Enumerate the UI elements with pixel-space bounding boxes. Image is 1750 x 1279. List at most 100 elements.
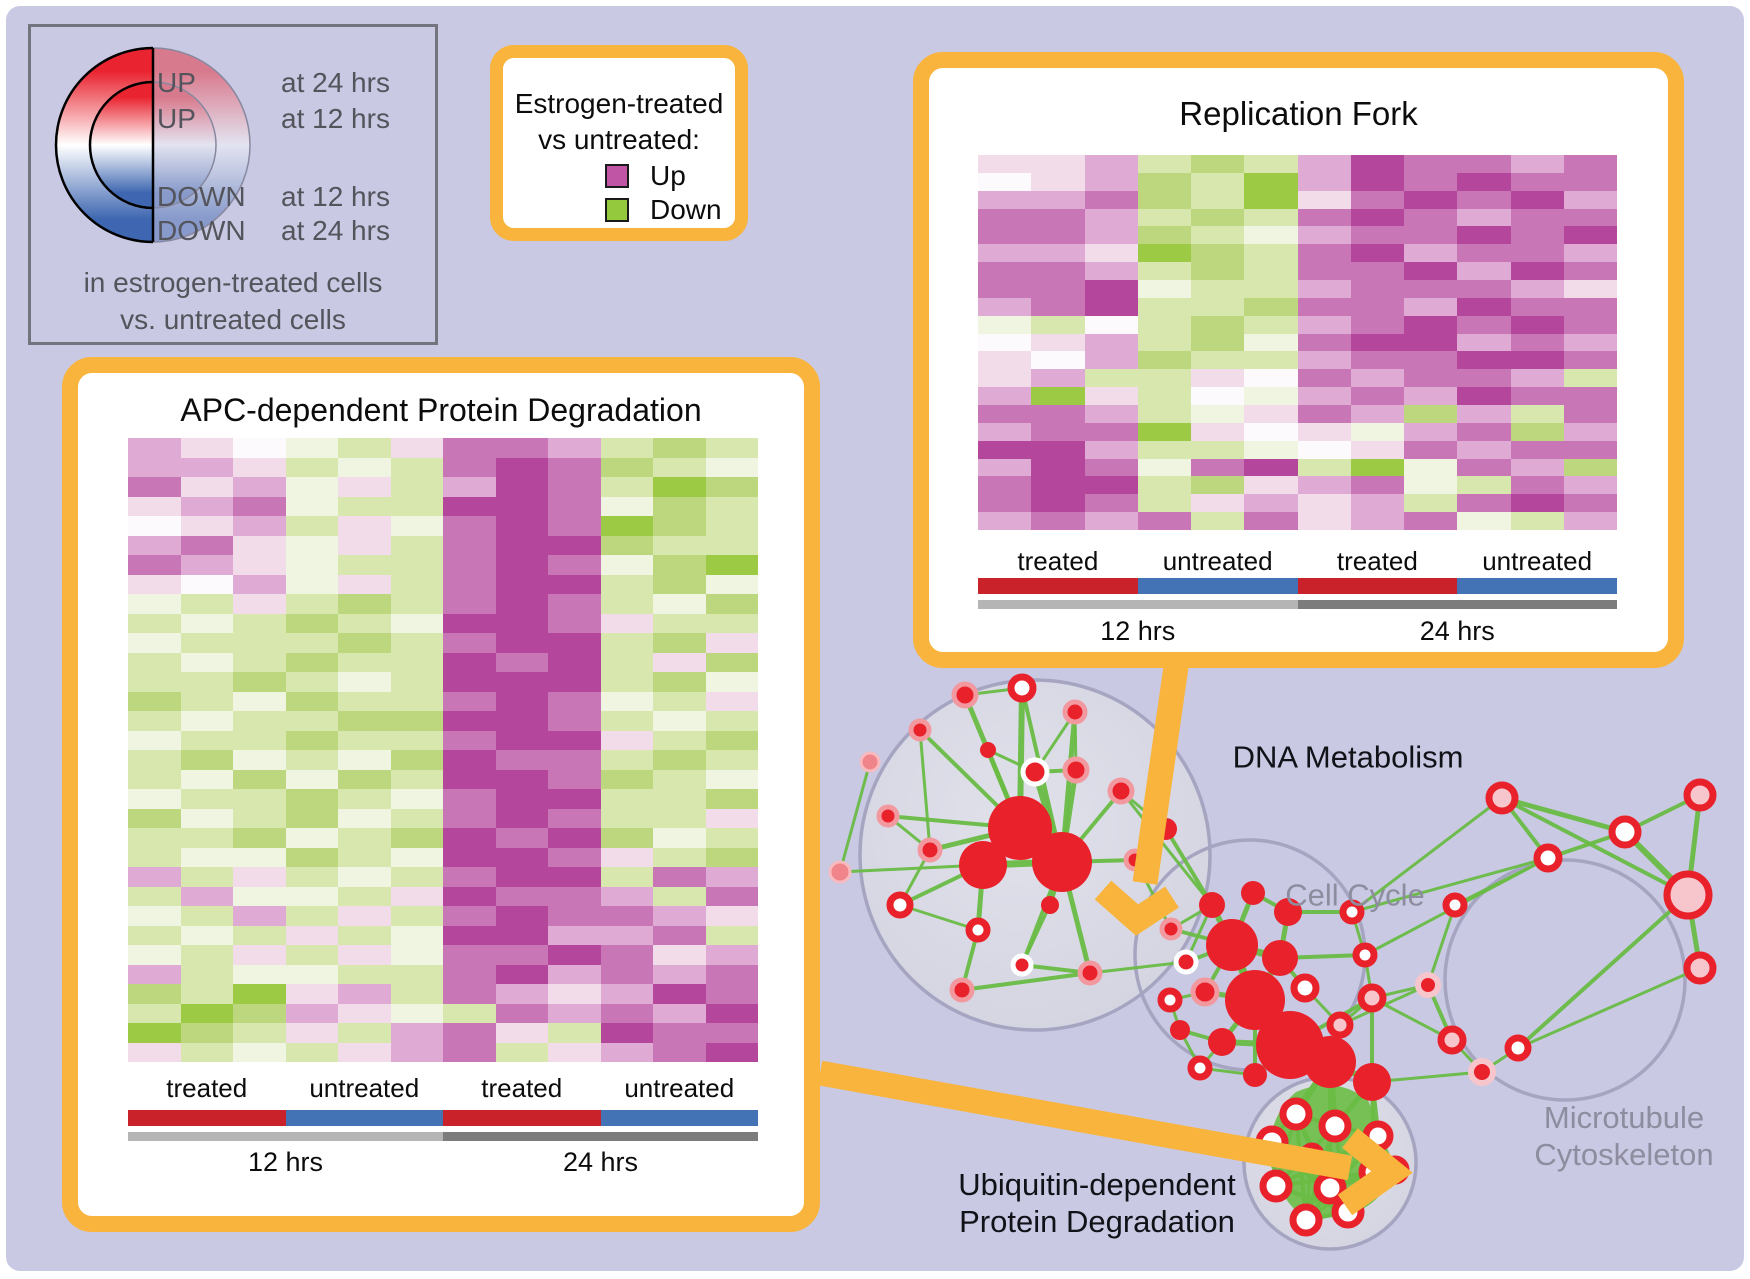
heatmap-cell (653, 789, 706, 809)
heatmap-cell (600, 730, 653, 750)
heatmap-cell (1191, 476, 1245, 495)
heatmap-cell (128, 652, 181, 672)
heatmap-cell (1404, 155, 1458, 173)
heatmap-cell (1244, 405, 1298, 423)
heatmap-cell (1510, 476, 1564, 495)
heatmap-cell (1191, 351, 1245, 370)
apc-degradation-panel: APC-dependent Protein Degradation treate… (62, 357, 820, 1232)
network-edge (918, 729, 932, 851)
heatmap-cell (1244, 172, 1298, 191)
treated-bar (1297, 578, 1458, 594)
heatmap-cell (180, 945, 233, 965)
network-node (951, 681, 979, 709)
heatmap-cell (705, 535, 758, 555)
heatmap-cell (390, 769, 443, 789)
heatmap-cell (653, 691, 706, 711)
swatch-label: Up (650, 160, 686, 191)
heatmap-cell (338, 555, 391, 575)
heatmap-cell (1457, 155, 1511, 173)
heatmap-cell (338, 769, 391, 789)
heatmap-cell (1350, 405, 1404, 423)
heatmap-cell (1137, 297, 1191, 316)
heatmap-cell (1084, 476, 1138, 495)
heatmap-cell (443, 925, 496, 945)
heatmap-cell (1350, 280, 1404, 298)
heatmap-cell (1084, 208, 1138, 227)
network-node (1437, 1025, 1467, 1055)
heatmap-cell (128, 847, 181, 867)
heatmap-cell (180, 808, 233, 828)
heatmap-cell (600, 964, 653, 984)
heatmap-cell (180, 1003, 233, 1023)
heatmap-cell (1084, 494, 1138, 513)
heatmap-cell (1137, 405, 1191, 423)
heatmap-cell (978, 351, 1032, 370)
heatmap-cell (1031, 190, 1085, 209)
time-label: 24 hrs (1419, 616, 1495, 646)
heatmap-cell (1297, 172, 1351, 191)
heatmap-cell (600, 535, 653, 555)
heatmap-cell (705, 984, 758, 1004)
heatmap-cell (653, 438, 706, 458)
heatmap-cell (1297, 190, 1351, 209)
heatmap-cell (1244, 476, 1298, 495)
heatmap-cell (600, 1023, 653, 1043)
heatmap-cell (338, 496, 391, 516)
heatmap-cell (653, 1042, 706, 1062)
heatmap-cell (338, 457, 391, 477)
heatmap-cell (600, 984, 653, 1004)
heatmap-cell (1137, 512, 1191, 530)
heatmap-cell (285, 808, 338, 828)
network-node (1020, 757, 1050, 787)
heatmap-cell (390, 730, 443, 750)
heatmap-cell (1031, 155, 1085, 173)
heatmap-cell (1563, 494, 1617, 513)
heatmap-cell (1137, 226, 1191, 245)
heatmap-cell (1244, 458, 1298, 477)
heatmap-cell (338, 516, 391, 536)
heatmap-cell (1191, 280, 1245, 298)
heatmap-cell (233, 652, 286, 672)
heatmap-cell (233, 574, 286, 594)
heatmap-cell (495, 613, 548, 633)
heatmap-cell (443, 438, 496, 458)
heatmap-cell (978, 458, 1032, 477)
heatmap-cell (1563, 208, 1617, 227)
heatmap-cell (1084, 458, 1138, 477)
heatmap-cell (233, 1042, 286, 1062)
heatmap-cell (1563, 155, 1617, 173)
heatmap-cell (128, 633, 181, 653)
heatmap-cell (1297, 315, 1351, 334)
network-node (859, 751, 881, 773)
group-label: untreated (1482, 546, 1593, 576)
heatmap-cell (338, 574, 391, 594)
network-edge (1089, 960, 1187, 975)
time-bars (978, 600, 1617, 609)
heatmap-cell (1191, 208, 1245, 227)
heatmap-cell (705, 457, 758, 477)
heatmap-cell (1137, 155, 1191, 173)
heatmap-cell (978, 190, 1032, 209)
heatmap-cell (1510, 262, 1564, 280)
heatmap-cell (1510, 405, 1564, 423)
heatmap-cell (233, 1023, 286, 1043)
heatmap-cell (653, 516, 706, 536)
heatmap-cell (1031, 315, 1085, 334)
heatmap-cell (180, 964, 233, 984)
heatmap-cell (600, 925, 653, 945)
panel-title: APC-dependent Protein Degradation (180, 392, 702, 428)
heatmap-cell (1350, 494, 1404, 513)
network-node (1353, 1063, 1391, 1101)
heatmap-cell (1297, 351, 1351, 370)
network-node (1274, 898, 1302, 926)
heatmap-cell (1350, 208, 1404, 227)
heatmap-cell (1244, 387, 1298, 405)
heatmap-cell (233, 516, 286, 536)
heatmap-cell (600, 769, 653, 789)
time-label: 12 hrs (247, 1147, 324, 1177)
heatmap-cell (390, 886, 443, 906)
heatmap-cell (1404, 333, 1458, 352)
heatmap-cell (1244, 297, 1298, 316)
heatmap-cell (495, 691, 548, 711)
heatmap-cell (705, 691, 758, 711)
